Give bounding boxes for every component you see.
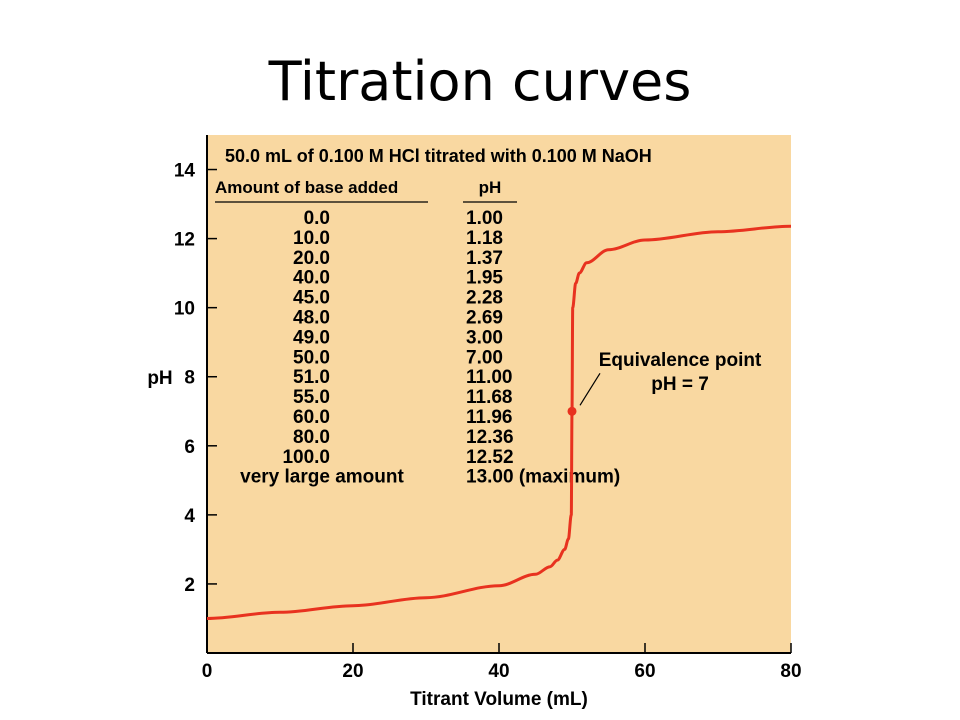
table-cell-amount: 45.0 [293, 288, 330, 309]
y-tick-label: 8 [184, 368, 195, 389]
table-cell-ph: 13.00 (maximum) [466, 467, 620, 488]
table-cell-ph: 11.96 [466, 407, 513, 428]
x-tick-label: 60 [634, 661, 655, 682]
table-cell-amount: 49.0 [293, 327, 330, 348]
y-tick-label: 10 [174, 299, 195, 320]
x-tick-label: 80 [780, 661, 801, 682]
plot-background [207, 135, 791, 653]
table-cell-ph: 12.52 [466, 447, 514, 468]
y-tick-label: 14 [174, 161, 196, 182]
y-tick-label: 2 [184, 575, 195, 596]
table-cell-ph: 1.00 [466, 208, 503, 229]
table-cell-amount: 40.0 [293, 268, 330, 289]
table-cell-amount: very large amount [240, 467, 404, 488]
x-axis-label: Titrant Volume (mL) [410, 689, 588, 710]
table-cell-amount: 51.0 [293, 367, 330, 388]
table-cell-amount: 20.0 [293, 248, 330, 269]
table-cell-amount: 100.0 [282, 447, 330, 468]
y-tick-label: 12 [174, 230, 195, 251]
x-tick-label: 0 [202, 661, 213, 682]
slide-title: Titration curves [268, 50, 692, 113]
equivalence-label-line1: Equivalence point [599, 350, 762, 371]
table-cell-ph: 12.36 [466, 427, 514, 448]
table-cell-ph: 11.00 [466, 367, 513, 388]
chart-title: 50.0 mL of 0.100 M HCl titrated with 0.1… [225, 146, 652, 166]
table-cell-amount: 48.0 [293, 308, 330, 329]
table-cell-amount: 80.0 [293, 427, 330, 448]
table-cell-amount: 0.0 [304, 208, 330, 229]
table-cell-amount: 50.0 [293, 347, 330, 368]
table-cell-ph: 1.37 [466, 248, 503, 269]
table-cell-amount: 10.0 [293, 228, 330, 249]
y-axis-label: pH [147, 368, 172, 389]
x-axis-ticks: 0 20 40 60 80 [202, 643, 802, 682]
table-cell-amount: 60.0 [293, 407, 330, 428]
table-cell-ph: 3.00 [466, 327, 503, 348]
table-cell-ph: 2.69 [466, 308, 503, 329]
equivalence-leader-line [579, 372, 601, 406]
table-cell-ph: 2.28 [466, 288, 503, 309]
table-header-ph: pH [479, 178, 502, 197]
equivalence-point-marker [567, 406, 577, 416]
table-cell-amount: 55.0 [293, 387, 330, 408]
x-tick-label: 40 [488, 661, 509, 682]
x-tick-label: 20 [342, 661, 363, 682]
table-cell-ph: 11.68 [466, 387, 513, 408]
y-tick-label: 4 [184, 506, 195, 527]
table-cell-ph: 1.95 [466, 268, 503, 289]
data-table: Amount of base added pH 0.0 1.00 10.0 1.18 20.… [215, 178, 620, 488]
table-cell-ph: 7.00 [466, 347, 503, 368]
y-tick-label: 6 [184, 437, 195, 458]
y-axis-ticks: 2 4 6 8 10 12 14 [174, 161, 217, 596]
table-cell-ph: 1.18 [466, 228, 503, 249]
table-header-amount: Amount of base added [215, 178, 398, 197]
equivalence-label-line2: pH = 7 [651, 374, 709, 395]
titration-curve [206, 224, 792, 620]
